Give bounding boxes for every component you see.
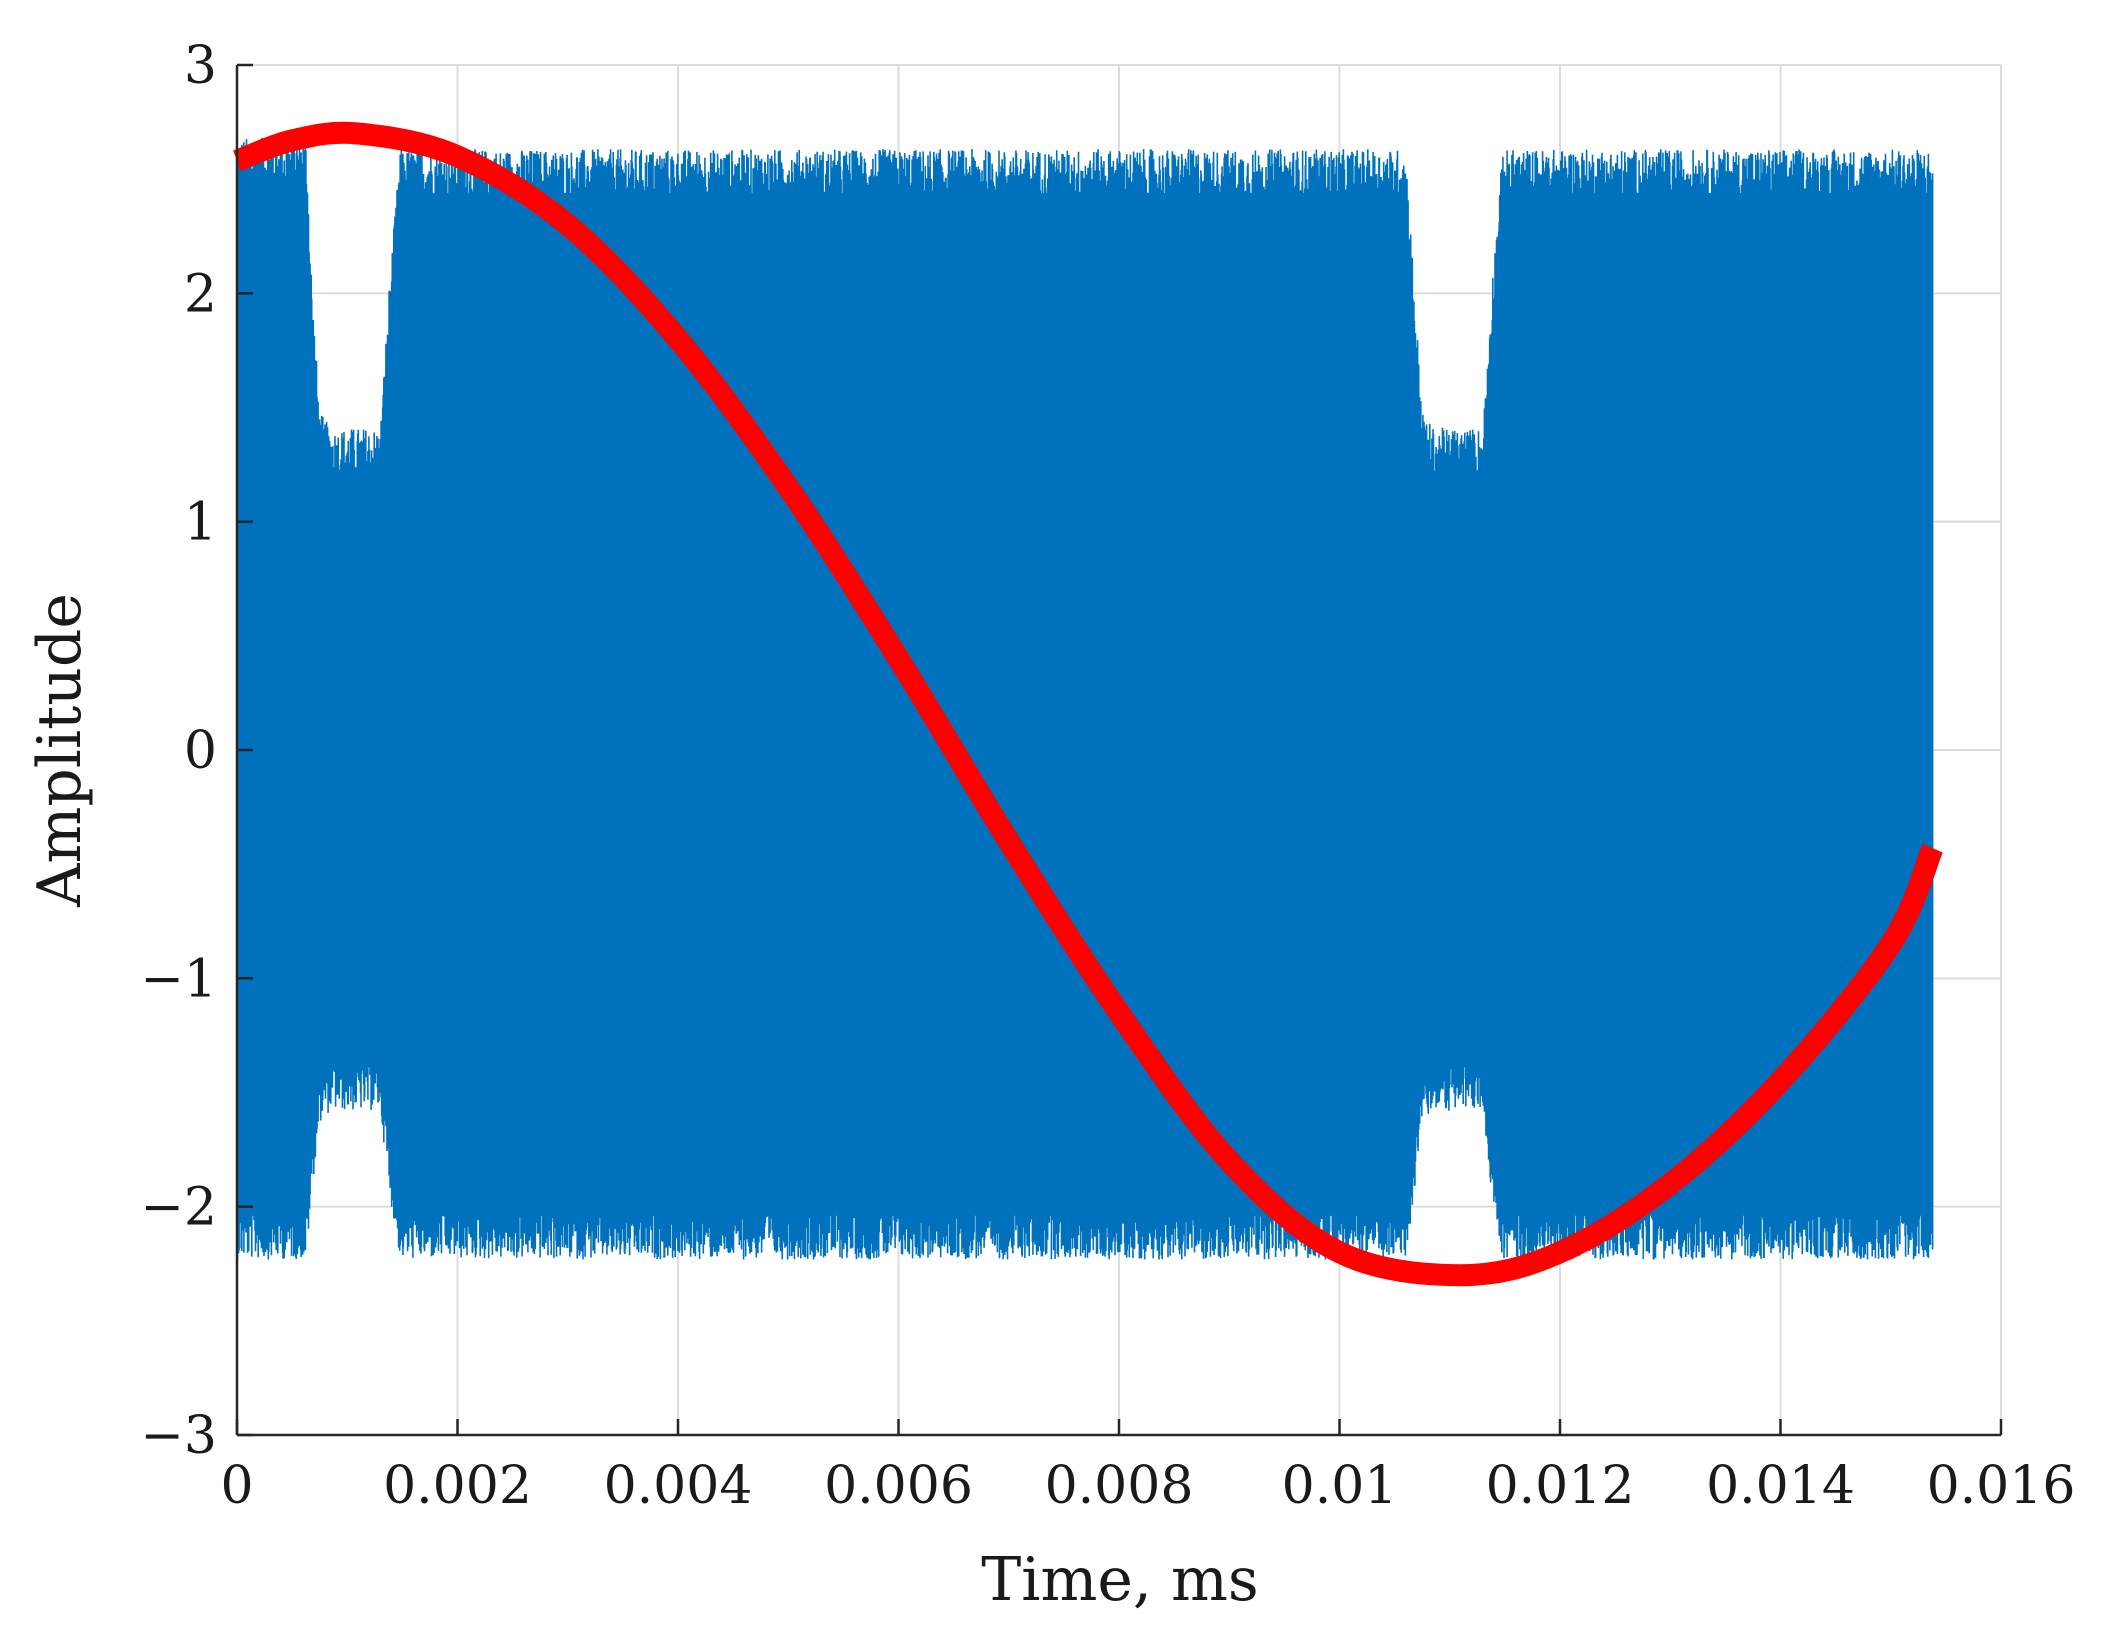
- x-tick-label: 0.008: [1045, 1456, 1194, 1516]
- x-tick-label: 0.006: [824, 1456, 973, 1516]
- x-tick-label: 0.01: [1282, 1456, 1398, 1516]
- smooth-series-line: [232, 121, 1943, 1287]
- signal-series-fill: [237, 181, 1933, 1216]
- y-tick-label: 0: [184, 721, 217, 781]
- x-tick-label: 0: [220, 1456, 253, 1516]
- axes: [235, 63, 2003, 1437]
- y-tick-label: 2: [184, 264, 217, 324]
- y-tick-label: −1: [140, 949, 217, 1009]
- tick-labels: 0 0.002 0.004 0.006 0.008 0.01 0.012 0.014 0.016…: [140, 36, 2075, 1516]
- y-axis-title: Amplitude: [25, 593, 95, 908]
- plot-area: [232, 121, 1943, 1287]
- x-tick-label: 0.012: [1486, 1456, 1635, 1516]
- x-tick-label: 0.004: [604, 1456, 753, 1516]
- x-tick-label: 0.014: [1706, 1456, 1855, 1516]
- y-tick-label: 3: [184, 36, 217, 96]
- x-tick-label: 0.002: [383, 1456, 532, 1516]
- y-tick-label: −2: [140, 1178, 217, 1238]
- y-tick-label: −3: [140, 1406, 217, 1466]
- x-axis-title: Time, ms: [981, 1545, 1258, 1615]
- y-tick-label: 1: [184, 493, 217, 553]
- x-tick-label: 0.016: [1927, 1456, 2076, 1516]
